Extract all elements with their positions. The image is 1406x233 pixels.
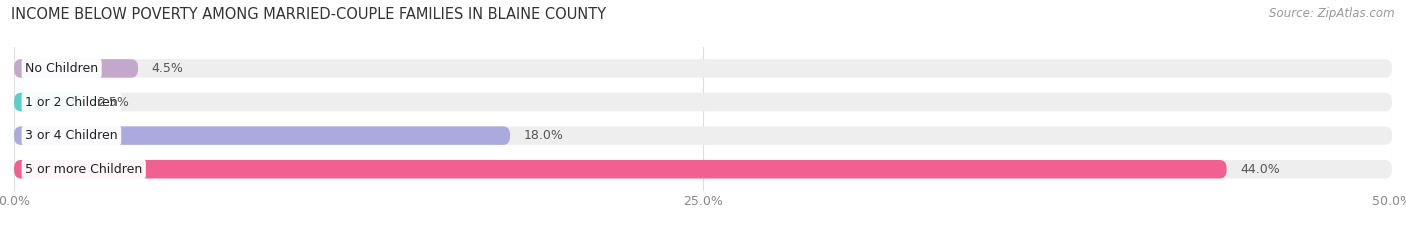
- FancyBboxPatch shape: [14, 59, 138, 78]
- Text: 4.5%: 4.5%: [152, 62, 184, 75]
- Text: No Children: No Children: [25, 62, 98, 75]
- Text: 44.0%: 44.0%: [1240, 163, 1279, 176]
- Text: 1 or 2 Children: 1 or 2 Children: [25, 96, 118, 109]
- Text: 18.0%: 18.0%: [524, 129, 564, 142]
- Text: 5 or more Children: 5 or more Children: [25, 163, 142, 176]
- FancyBboxPatch shape: [14, 93, 1392, 111]
- FancyBboxPatch shape: [14, 126, 510, 145]
- Text: Source: ZipAtlas.com: Source: ZipAtlas.com: [1270, 7, 1395, 20]
- FancyBboxPatch shape: [14, 126, 1392, 145]
- FancyBboxPatch shape: [14, 160, 1392, 178]
- FancyBboxPatch shape: [14, 160, 1226, 178]
- Text: INCOME BELOW POVERTY AMONG MARRIED-COUPLE FAMILIES IN BLAINE COUNTY: INCOME BELOW POVERTY AMONG MARRIED-COUPL…: [11, 7, 606, 22]
- FancyBboxPatch shape: [14, 93, 83, 111]
- Text: 3 or 4 Children: 3 or 4 Children: [25, 129, 118, 142]
- Text: 2.5%: 2.5%: [97, 96, 128, 109]
- FancyBboxPatch shape: [14, 59, 1392, 78]
